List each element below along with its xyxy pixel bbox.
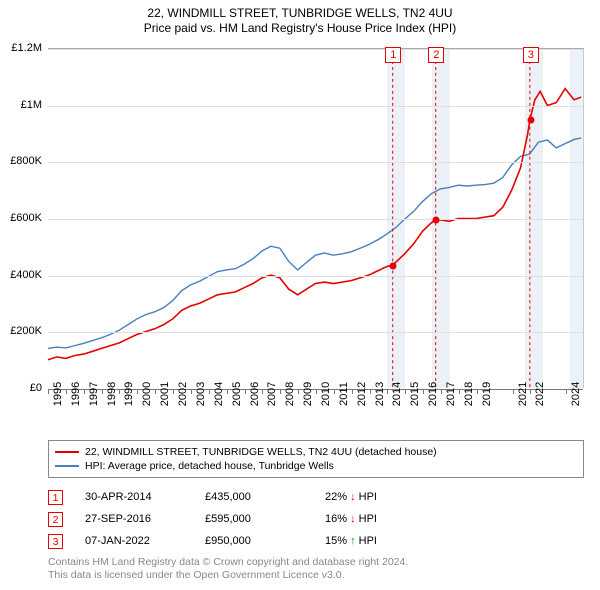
attribution-line2: This data is licensed under the Open Gov…	[48, 569, 584, 582]
x-tick-label: 2013	[374, 382, 386, 406]
x-tick-label: 2016	[427, 382, 439, 406]
y-tick-label: £600K	[10, 212, 42, 224]
x-tick-label: 2001	[159, 382, 171, 406]
sales-row-number: 2	[48, 512, 63, 527]
x-tick-label: 1997	[88, 382, 100, 406]
legend-swatch	[55, 451, 79, 453]
chart-area: 123 £0£200K£400K£600K£800K£1M£1.2M199519…	[48, 48, 584, 388]
legend-row: 22, WINDMILL STREET, TUNBRIDGE WELLS, TN…	[55, 445, 577, 459]
series-hpi	[48, 138, 581, 348]
x-tick-label: 2003	[195, 382, 207, 406]
chart-title-address: 22, WINDMILL STREET, TUNBRIDGE WELLS, TN…	[0, 6, 600, 20]
x-tick-label: 2024	[570, 382, 582, 406]
gridline-h	[48, 332, 583, 333]
gridline-h	[48, 276, 583, 277]
legend-label: 22, WINDMILL STREET, TUNBRIDGE WELLS, TN…	[85, 446, 437, 458]
sales-row-price: £595,000	[205, 513, 325, 525]
x-tick-label: 2019	[481, 382, 493, 406]
x-tick-label: 2007	[266, 382, 278, 406]
x-tick-label: 2009	[302, 382, 314, 406]
legend-swatch	[55, 465, 79, 467]
x-tick-label: 2017	[445, 382, 457, 406]
sales-row: 2 27-SEP-2016£595,00016% ↓ HPI	[48, 508, 445, 530]
x-tick-label: 1999	[123, 382, 135, 406]
sales-row-delta: 16% ↓ HPI	[325, 513, 445, 525]
gridline-h	[48, 49, 583, 50]
sale-marker-number: 2	[428, 47, 444, 63]
y-tick-label: £1M	[21, 99, 42, 111]
legend-box: 22, WINDMILL STREET, TUNBRIDGE WELLS, TN…	[48, 440, 584, 478]
x-tick-label: 2000	[141, 382, 153, 406]
y-tick-label: £400K	[10, 269, 42, 281]
series-property	[48, 89, 581, 360]
sales-row-number: 1	[48, 490, 63, 505]
sale-marker-dot	[390, 262, 397, 269]
gridline-h	[48, 162, 583, 163]
x-tick-label: 2002	[177, 382, 189, 406]
sale-marker-number: 1	[385, 47, 401, 63]
x-tick-label: 2022	[534, 382, 546, 406]
gridline-h	[48, 219, 583, 220]
x-tick-label: 2008	[284, 382, 296, 406]
y-tick-label: £800K	[10, 155, 42, 167]
attribution-text: Contains HM Land Registry data © Crown c…	[48, 556, 584, 582]
plot-area: 1 2 3	[48, 48, 584, 388]
sales-row: 1 30-APR-2014£435,00022% ↓ HPI	[48, 486, 445, 508]
sales-row-date: 07-JAN-2022	[85, 535, 205, 547]
sales-row-delta: 22% ↓ HPI	[325, 491, 445, 503]
y-tick-label: £200K	[10, 325, 42, 337]
gridline-h	[48, 106, 583, 107]
sale-marker-dot	[527, 116, 534, 123]
y-tick-label: £1.2M	[11, 42, 42, 54]
x-tick-label: 1996	[70, 382, 82, 406]
sales-row-delta: 15% ↑ HPI	[325, 535, 445, 547]
sales-row-number: 3	[48, 534, 63, 549]
legend-row: HPI: Average price, detached house, Tunb…	[55, 459, 577, 473]
sales-row-price: £435,000	[205, 491, 325, 503]
sales-row: 3 07-JAN-2022£950,00015% ↑ HPI	[48, 530, 445, 552]
sales-table: 1 30-APR-2014£435,00022% ↓ HPI 2 27-SEP-201…	[48, 486, 445, 552]
chart-title-subtitle: Price paid vs. HM Land Registry's House …	[0, 21, 600, 35]
sales-row-date: 30-APR-2014	[85, 491, 205, 503]
x-tick-label: 2004	[213, 382, 225, 406]
y-tick-label: £0	[30, 382, 42, 394]
x-tick-label: 2012	[356, 382, 368, 406]
x-tick-label: 2015	[409, 382, 421, 406]
x-tick-label: 2018	[463, 382, 475, 406]
sales-row-date: 27-SEP-2016	[85, 513, 205, 525]
x-tick-label: 2021	[517, 382, 529, 406]
sale-marker-number: 3	[523, 47, 539, 63]
x-tick-label: 2005	[231, 382, 243, 406]
x-tick-label: 1998	[106, 382, 118, 406]
x-tick-label: 2010	[320, 382, 332, 406]
sale-marker-dot	[433, 217, 440, 224]
x-tick-label: 2011	[338, 382, 350, 406]
x-tick-label: 2014	[391, 382, 403, 406]
sales-row-price: £950,000	[205, 535, 325, 547]
legend-label: HPI: Average price, detached house, Tunb…	[85, 460, 334, 472]
x-tick-label: 1995	[52, 382, 64, 406]
attribution-line1: Contains HM Land Registry data © Crown c…	[48, 556, 584, 569]
x-tick-label: 2006	[249, 382, 261, 406]
